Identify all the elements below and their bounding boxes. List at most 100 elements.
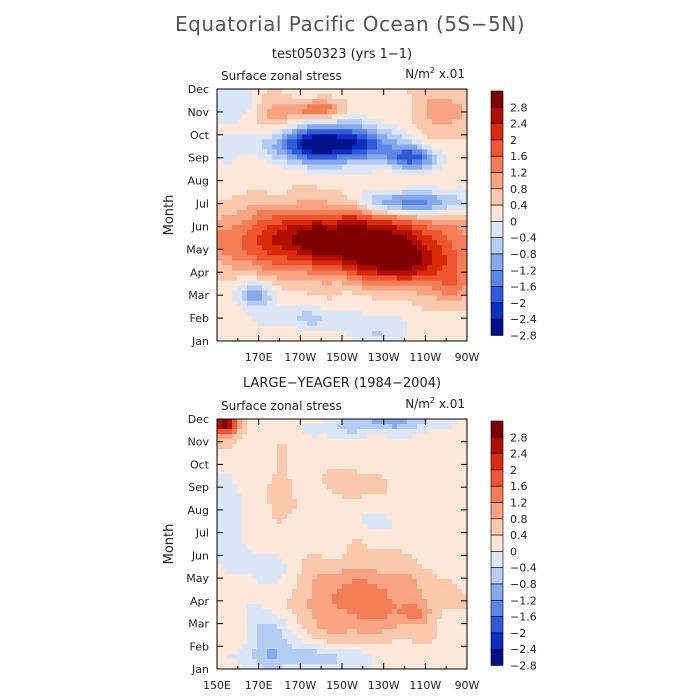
heatmap-cell <box>367 330 373 337</box>
heatmap-cell <box>377 619 383 625</box>
heatmap-cell <box>462 189 468 196</box>
heatmap-cell <box>232 534 238 540</box>
heatmap-cell <box>282 654 288 660</box>
heatmap-cell <box>277 429 283 435</box>
heatmap-cell <box>282 494 288 500</box>
heatmap-cell <box>452 169 458 176</box>
heatmap-cell <box>302 310 308 317</box>
heatmap-cell <box>262 144 268 150</box>
heatmap-cell <box>292 544 298 550</box>
heatmap-cell <box>277 275 283 281</box>
heatmap-cell <box>302 174 308 181</box>
heatmap-cell <box>427 514 433 520</box>
heatmap-cell <box>457 444 463 450</box>
heatmap-cell <box>332 629 338 635</box>
heatmap-cell <box>357 474 363 480</box>
heatmap-cell <box>442 434 448 440</box>
heatmap-cell <box>252 519 258 525</box>
heatmap-cell <box>337 114 343 120</box>
heatmap-cell <box>462 634 468 640</box>
heatmap-cell <box>402 429 408 435</box>
heatmap-cell <box>232 114 238 120</box>
heatmap-cell <box>417 459 423 465</box>
heatmap-cell <box>337 270 343 276</box>
heatmap-cell <box>332 574 338 580</box>
heatmap-cell <box>352 544 358 550</box>
heatmap-cell <box>272 295 278 302</box>
heatmap-cell <box>347 529 353 535</box>
heatmap-cell <box>372 549 378 555</box>
heatmap-cell <box>282 449 288 455</box>
heatmap-cell <box>277 619 283 625</box>
heatmap-cell <box>432 295 438 302</box>
heatmap-cell <box>457 270 463 276</box>
heatmap-cell <box>447 129 453 135</box>
heatmap-cell <box>227 230 233 236</box>
heatmap-cell <box>287 489 293 495</box>
heatmap-cell <box>372 245 378 251</box>
heatmap-cell <box>397 134 403 140</box>
heatmap-cell <box>392 579 398 585</box>
heatmap-cell <box>292 204 298 211</box>
heatmap-cell <box>452 320 458 327</box>
heatmap-cell <box>402 534 408 540</box>
heatmap-cell <box>422 320 428 327</box>
heatmap-cell <box>457 544 463 550</box>
heatmap-cell <box>287 499 293 505</box>
heatmap-cell <box>327 149 333 155</box>
heatmap-cell <box>242 220 248 226</box>
heatmap-cell <box>367 459 373 465</box>
heatmap-cell <box>302 499 308 505</box>
heatmap-cell <box>247 454 253 460</box>
heatmap-cell <box>412 255 418 261</box>
heatmap-cell <box>222 109 228 115</box>
heatmap-cell <box>407 295 413 302</box>
heatmap-cell <box>417 624 423 630</box>
heatmap-cell <box>217 295 223 302</box>
heatmap-cell <box>317 134 323 140</box>
heatmap-cell <box>372 305 378 312</box>
heatmap-cell <box>432 594 438 600</box>
heatmap-cell <box>332 494 338 500</box>
heatmap-cell <box>302 469 308 475</box>
heatmap-cell <box>257 509 263 515</box>
heatmap-cell <box>377 509 383 515</box>
heatmap-cell <box>222 149 228 155</box>
heatmap-cell <box>432 639 438 645</box>
heatmap-cell <box>227 554 233 560</box>
heatmap-cell <box>342 305 348 312</box>
heatmap-cell <box>452 529 458 535</box>
heatmap-cell <box>427 649 433 655</box>
heatmap-cell <box>232 199 238 206</box>
heatmap-cell <box>297 489 303 495</box>
heatmap-cell <box>362 494 368 500</box>
heatmap-cell <box>332 235 338 241</box>
heatmap-cell <box>307 464 313 470</box>
heatmap-cell <box>412 599 418 605</box>
heatmap-cell <box>252 275 258 281</box>
heatmap-cell <box>432 509 438 515</box>
heatmap-cell <box>297 240 303 246</box>
heatmap-cell <box>287 310 293 317</box>
heatmap-cell <box>452 629 458 635</box>
heatmap-cell <box>257 315 263 322</box>
heatmap-cell <box>232 119 238 125</box>
heatmap-cell <box>357 149 363 155</box>
heatmap-cell <box>437 564 443 570</box>
heatmap-cell <box>257 579 263 585</box>
heatmap-cell <box>452 624 458 630</box>
heatmap-cell <box>292 494 298 500</box>
heatmap-cell <box>297 159 303 165</box>
heatmap-cell <box>457 295 463 302</box>
heatmap-cell <box>262 584 268 590</box>
heatmap-cell <box>262 489 268 495</box>
heatmap-cell <box>352 245 358 251</box>
heatmap-cell <box>397 280 403 286</box>
heatmap-cell <box>222 194 228 201</box>
heatmap-cell <box>382 584 388 590</box>
heatmap-cell <box>432 449 438 455</box>
heatmap-cell <box>412 154 418 160</box>
heatmap-cell <box>357 245 363 251</box>
heatmap-cell <box>242 439 248 445</box>
heatmap-cell <box>412 89 418 95</box>
